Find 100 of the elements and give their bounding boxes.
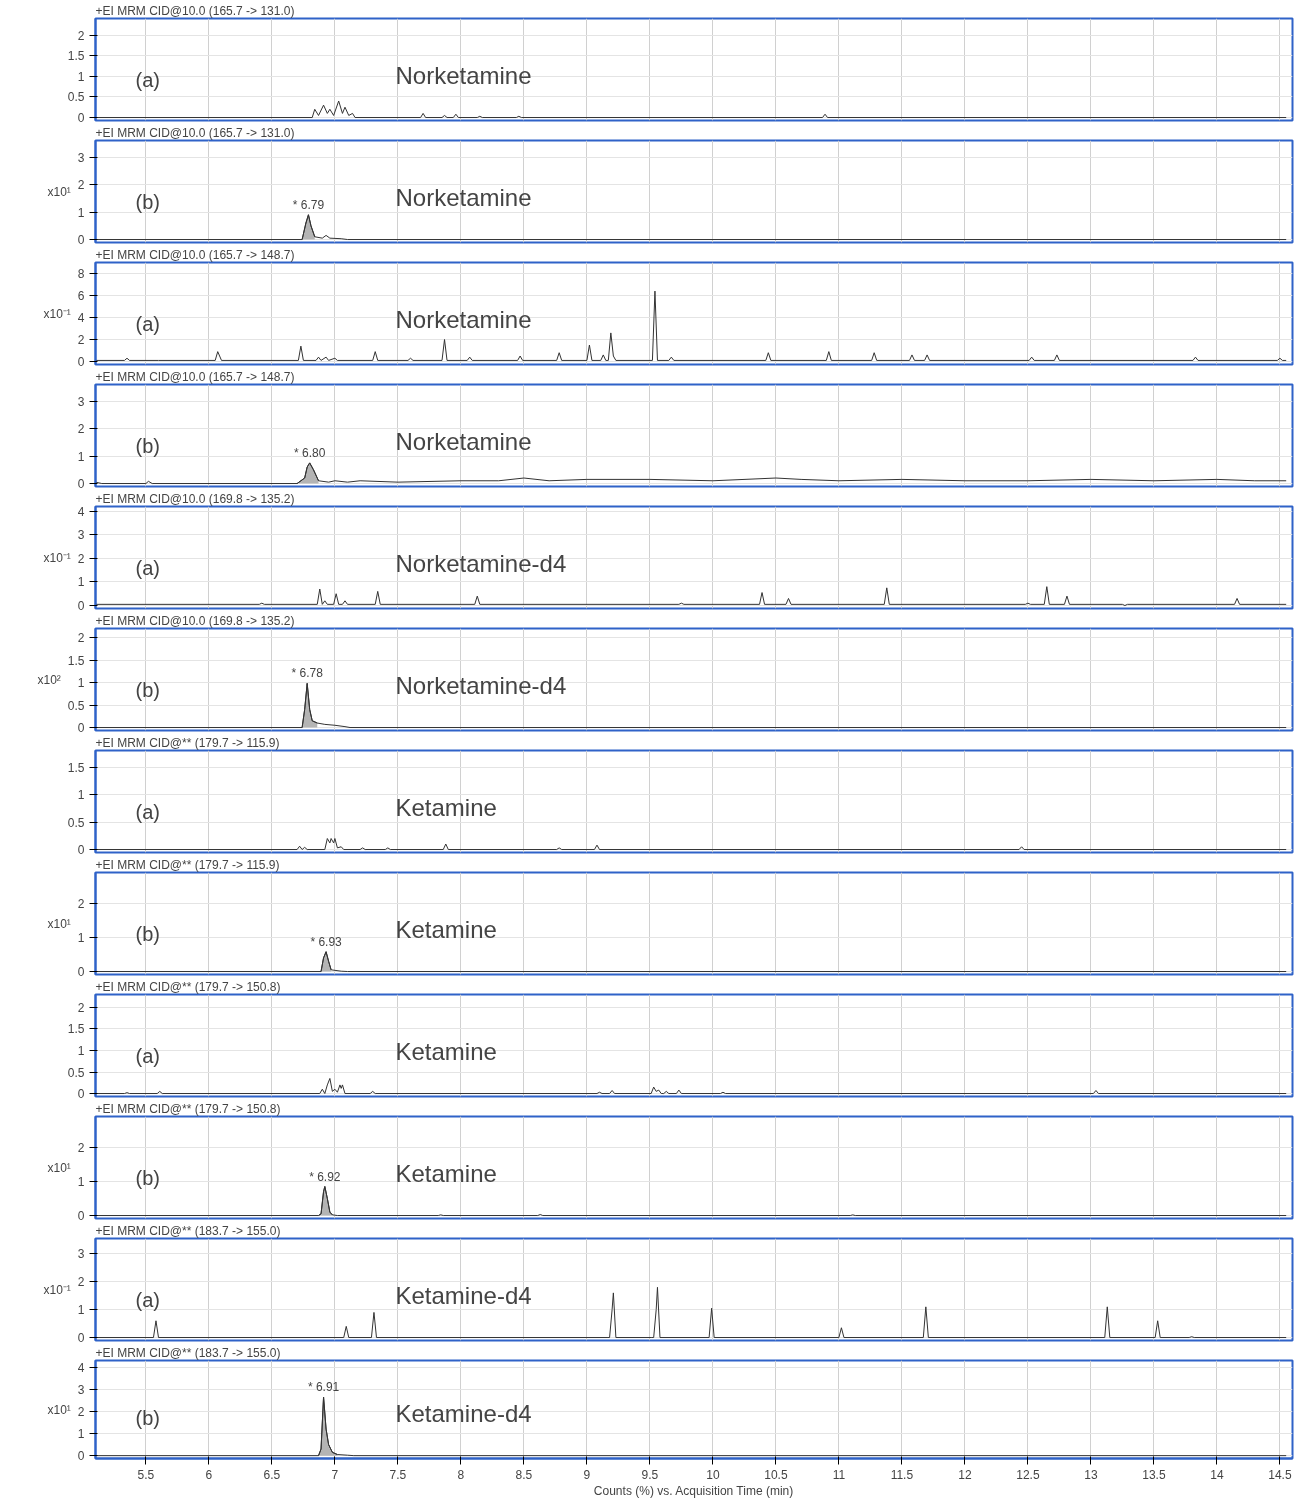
x-tick-label: 11 <box>832 1467 846 1482</box>
y-tick-label: 0 <box>77 599 85 614</box>
y-tick-label: 1.5 <box>67 760 85 775</box>
annotation: Ketamine-d4 <box>395 1281 532 1309</box>
y-tick-label: 1 <box>77 449 85 464</box>
chart-title: +EI MRM CID@10.0 (169.8 -> 135.2) <box>95 613 295 628</box>
annotation: (b) <box>135 434 160 457</box>
y-tick-label: 3 <box>77 1382 85 1397</box>
y-tick-label: 4 <box>77 311 85 326</box>
y-tick-label: 2 <box>77 178 85 193</box>
y-tick-label: 2 <box>77 1404 85 1419</box>
y-axis-title: x10¹ <box>47 916 71 931</box>
x-tick-label: 6.5 <box>263 1467 281 1482</box>
y-tick-label: 0 <box>77 1449 85 1464</box>
y-tick-label: 1 <box>77 1174 85 1189</box>
y-tick-label: 3 <box>77 528 85 543</box>
x-tick-label: 11.5 <box>890 1467 914 1482</box>
y-tick-label: 4 <box>77 504 85 519</box>
annotation: Norketamine <box>395 61 532 89</box>
annotation: (b) <box>135 1166 160 1189</box>
line-series <box>95 1077 1287 1095</box>
annotation: * 6.92 <box>309 1169 341 1184</box>
y-tick-label: 2 <box>77 333 85 348</box>
y-tick-label: 8 <box>77 267 85 281</box>
y-tick-label: 1 <box>77 1427 85 1442</box>
line-series <box>95 586 1287 607</box>
annotation: Ketamine <box>395 1159 497 1187</box>
y-tick-label: 3 <box>77 1247 85 1262</box>
annotation: Ketamine <box>395 1037 497 1065</box>
annotation: (a) <box>135 312 160 335</box>
chart-title: +EI MRM CID@** (179.7 -> 150.8) <box>95 1101 281 1116</box>
y-tick-label: 0 <box>77 721 85 736</box>
y-tick-label: 1 <box>77 205 85 220</box>
y-tick-label: 0.5 <box>67 90 85 105</box>
line-series <box>95 951 1287 973</box>
annotation: Ketamine-d4 <box>395 1399 532 1427</box>
y-tick-label: 3 <box>77 394 85 409</box>
annotation: (b) <box>135 922 160 945</box>
y-tick-label: 1 <box>77 676 85 691</box>
y-axis-title: x10⁻¹ <box>43 550 71 565</box>
chart-title: +EI MRM CID@** (179.7 -> 115.9) <box>95 735 280 750</box>
line-series <box>95 214 1287 241</box>
line-series <box>95 462 1287 485</box>
line-series <box>95 100 1287 119</box>
line-series <box>95 838 1287 851</box>
y-tick-label: 0 <box>77 355 85 370</box>
y-tick-label: 2 <box>77 422 85 437</box>
y-axis-title: x10¹ <box>47 1402 71 1417</box>
y-tick-label: 2 <box>77 28 85 43</box>
y-tick-label: 1.5 <box>67 1022 85 1037</box>
x-tick-label: 10 <box>706 1467 720 1482</box>
y-tick-label: 0 <box>77 1331 85 1346</box>
line-series <box>95 1396 1287 1457</box>
y-tick-label: 0 <box>77 1087 85 1102</box>
y-tick-label: 0.5 <box>67 815 85 830</box>
y-tick-label: 1 <box>77 1303 85 1318</box>
x-tick-label: 13 <box>1084 1467 1098 1482</box>
annotation: Ketamine <box>395 793 497 821</box>
y-axis-title: x10⁻¹ <box>43 306 71 321</box>
annotation: (a) <box>135 556 160 579</box>
annotation: (b) <box>135 1406 160 1429</box>
y-tick-label: 0.5 <box>67 698 85 713</box>
y-axis-title: x10² <box>37 672 61 687</box>
annotation: Norketamine <box>395 183 532 211</box>
chart-title: +EI MRM CID@** (183.7 -> 155.0) <box>95 1345 281 1360</box>
x-tick-label: 12.5 <box>1016 1467 1040 1482</box>
annotation: Norketamine <box>395 305 532 333</box>
annotation: * 6.78 <box>291 666 324 681</box>
x-tick-label: 6 <box>205 1467 213 1482</box>
x-tick-label: 7.5 <box>389 1467 407 1482</box>
y-tick-label: 0 <box>77 843 85 858</box>
y-tick-label: 4 <box>77 1360 85 1375</box>
y-axis-title: x10¹ <box>47 184 71 199</box>
chart-title: +EI MRM CID@** (183.7 -> 155.0) <box>95 1223 281 1238</box>
annotation: Norketamine <box>395 427 532 455</box>
y-tick-label: 0 <box>77 965 85 980</box>
chart-title: +EI MRM CID@10.0 (165.7 -> 131.0) <box>95 125 295 140</box>
y-tick-label: 0 <box>77 477 85 492</box>
y-tick-label: 1 <box>77 69 85 84</box>
y-tick-label: 1 <box>77 788 85 803</box>
x-axis-title: Counts (%) vs. Acquisition Time (min) <box>593 1483 794 1498</box>
y-tick-label: 0 <box>77 111 85 126</box>
x-tick-label: 10.5 <box>764 1467 788 1482</box>
x-tick-label: 14 <box>1210 1467 1224 1482</box>
chart-title: +EI MRM CID@10.0 (169.8 -> 135.2) <box>95 491 295 506</box>
y-tick-label: 6 <box>77 289 85 304</box>
y-tick-label: 2 <box>77 1000 85 1015</box>
y-axis-title: x10⁻¹ <box>43 1282 71 1297</box>
y-tick-label: 0 <box>77 1209 85 1224</box>
annotation: Norketamine-d4 <box>395 671 567 699</box>
annotation: * 6.91 <box>307 1380 340 1395</box>
annotation: (a) <box>135 1288 160 1311</box>
chart-title: +EI MRM CID@10.0 (165.7 -> 148.7) <box>95 369 295 384</box>
y-tick-label: 2 <box>77 551 85 566</box>
x-tick-label: 8 <box>457 1467 465 1482</box>
annotation: Norketamine-d4 <box>395 549 567 577</box>
annotation: (b) <box>135 190 160 213</box>
annotation: (b) <box>135 678 160 701</box>
annotation: * 6.93 <box>310 934 343 949</box>
x-tick-label: 7 <box>331 1467 339 1482</box>
